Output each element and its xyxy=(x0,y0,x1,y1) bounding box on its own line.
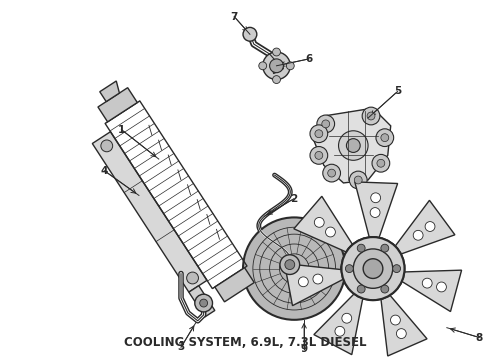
Circle shape xyxy=(323,164,341,182)
Polygon shape xyxy=(100,81,120,102)
Text: 8: 8 xyxy=(476,333,483,342)
Circle shape xyxy=(353,249,392,288)
Circle shape xyxy=(376,129,393,147)
Circle shape xyxy=(328,169,336,177)
Circle shape xyxy=(372,154,390,172)
Circle shape xyxy=(298,277,308,287)
Circle shape xyxy=(195,294,213,312)
Circle shape xyxy=(381,134,389,141)
Circle shape xyxy=(345,265,353,273)
Polygon shape xyxy=(400,270,462,311)
Circle shape xyxy=(392,265,400,273)
Circle shape xyxy=(357,244,365,252)
Circle shape xyxy=(342,237,405,300)
Text: 9: 9 xyxy=(300,345,308,354)
Circle shape xyxy=(335,327,345,336)
Polygon shape xyxy=(92,132,207,292)
Text: 3: 3 xyxy=(177,342,185,352)
Circle shape xyxy=(339,131,368,160)
Circle shape xyxy=(243,217,345,320)
Circle shape xyxy=(367,112,375,120)
Circle shape xyxy=(342,237,405,300)
Circle shape xyxy=(349,171,367,189)
Circle shape xyxy=(310,147,328,164)
Circle shape xyxy=(322,120,330,128)
Circle shape xyxy=(310,125,328,143)
Polygon shape xyxy=(314,292,363,355)
Circle shape xyxy=(363,259,383,278)
Text: 5: 5 xyxy=(394,86,401,96)
Circle shape xyxy=(243,27,257,41)
Circle shape xyxy=(396,329,406,338)
Polygon shape xyxy=(294,196,354,253)
Circle shape xyxy=(317,115,335,133)
Circle shape xyxy=(391,315,400,325)
Polygon shape xyxy=(381,294,427,356)
Circle shape xyxy=(371,193,381,203)
Text: 1: 1 xyxy=(118,125,125,135)
Circle shape xyxy=(357,244,365,252)
Circle shape xyxy=(362,107,380,125)
Polygon shape xyxy=(355,182,397,239)
Circle shape xyxy=(381,285,389,293)
Polygon shape xyxy=(285,264,345,306)
Circle shape xyxy=(187,272,198,284)
Circle shape xyxy=(280,255,300,274)
Circle shape xyxy=(363,259,383,278)
Polygon shape xyxy=(394,200,455,255)
Text: 6: 6 xyxy=(305,54,313,64)
Circle shape xyxy=(392,265,400,273)
Circle shape xyxy=(285,260,294,270)
Polygon shape xyxy=(215,268,254,302)
Circle shape xyxy=(315,217,324,227)
Circle shape xyxy=(437,282,446,292)
Circle shape xyxy=(272,76,280,84)
Circle shape xyxy=(377,159,385,167)
Polygon shape xyxy=(189,286,215,317)
Circle shape xyxy=(286,62,294,70)
Circle shape xyxy=(357,285,365,293)
Circle shape xyxy=(357,285,365,293)
Circle shape xyxy=(381,244,389,252)
Circle shape xyxy=(342,313,352,323)
Circle shape xyxy=(263,52,290,80)
Circle shape xyxy=(259,62,267,70)
Circle shape xyxy=(272,48,280,56)
Text: COOLING SYSTEM, 6.9L, 7.3L DIESEL: COOLING SYSTEM, 6.9L, 7.3L DIESEL xyxy=(124,336,366,349)
Circle shape xyxy=(270,59,283,73)
Circle shape xyxy=(370,208,380,217)
Circle shape xyxy=(315,130,323,138)
Polygon shape xyxy=(271,62,283,74)
Polygon shape xyxy=(98,88,137,122)
Text: 7: 7 xyxy=(230,12,238,22)
Circle shape xyxy=(413,230,423,240)
Circle shape xyxy=(346,139,360,152)
Circle shape xyxy=(315,152,323,159)
Polygon shape xyxy=(314,108,391,183)
Circle shape xyxy=(354,176,362,184)
Circle shape xyxy=(422,278,432,288)
Circle shape xyxy=(345,265,353,273)
Text: 2: 2 xyxy=(290,194,297,204)
Circle shape xyxy=(101,140,113,152)
Circle shape xyxy=(381,285,389,293)
Text: 4: 4 xyxy=(101,166,108,176)
Circle shape xyxy=(200,299,208,307)
Circle shape xyxy=(425,222,435,231)
Circle shape xyxy=(313,274,323,284)
Circle shape xyxy=(325,227,335,237)
Circle shape xyxy=(353,249,392,288)
Circle shape xyxy=(381,244,389,252)
